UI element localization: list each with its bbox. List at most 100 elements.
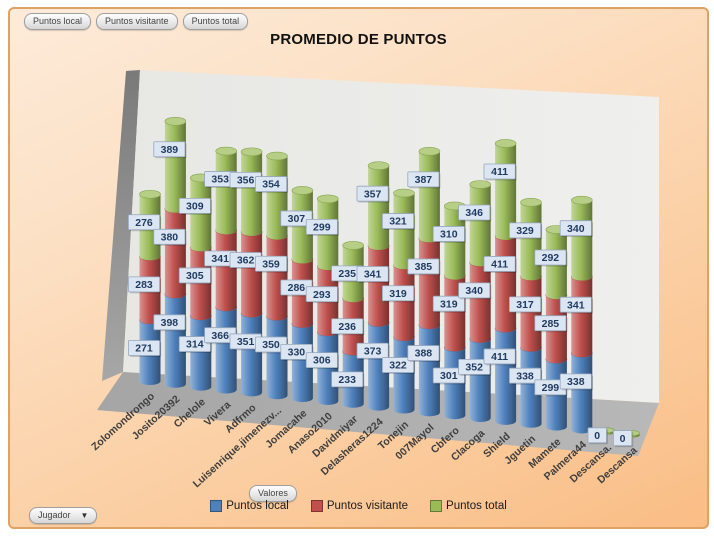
cylinder-segment-puntos-total[interactable]: [216, 151, 237, 234]
cylinder-cap: [267, 152, 288, 160]
svg-text:385: 385: [415, 261, 433, 273]
legend-label: Puntos total: [446, 500, 507, 512]
svg-text:305: 305: [186, 270, 204, 282]
legend-item-puntos-total[interactable]: Puntos total: [430, 500, 507, 512]
svg-text:322: 322: [389, 360, 407, 372]
cylinder-cap: [241, 148, 262, 156]
cylinder-segment-puntos-visitante[interactable]: [419, 238, 440, 329]
svg-text:388: 388: [415, 348, 433, 360]
svg-text:411: 411: [491, 259, 508, 271]
svg-text:353: 353: [211, 174, 229, 186]
data-label: 321: [382, 214, 415, 231]
cylinder-segment-puntos-visitante[interactable]: [165, 209, 186, 298]
svg-text:235: 235: [338, 268, 356, 280]
svg-text:276: 276: [135, 217, 153, 229]
data-label: 411: [484, 349, 517, 366]
svg-text:352: 352: [465, 361, 483, 373]
cylinder-segment-puntos-visitante[interactable]: [267, 236, 288, 321]
svg-text:341: 341: [567, 299, 585, 311]
data-label: 317: [509, 297, 542, 314]
svg-text:309: 309: [186, 201, 204, 213]
cylinder-cap: [495, 139, 516, 147]
svg-text:359: 359: [262, 258, 280, 270]
svg-text:354: 354: [262, 179, 280, 191]
cylinder-cap: [394, 189, 415, 197]
data-label: 306: [306, 353, 339, 370]
svg-text:351: 351: [237, 336, 255, 348]
cylinder-segment-puntos-total[interactable]: [241, 152, 262, 236]
svg-text:292: 292: [542, 252, 560, 264]
svg-text:306: 306: [313, 355, 331, 367]
svg-text:329: 329: [516, 225, 534, 237]
cylinder-segment-puntos-total[interactable]: [368, 166, 389, 250]
cylinder-segment-puntos-visitante[interactable]: [216, 230, 237, 311]
svg-text:299: 299: [542, 382, 560, 394]
data-label: 283: [128, 277, 161, 294]
legend-item-puntos-visitante[interactable]: Puntos visitante: [311, 500, 408, 512]
cylinder-segment-puntos-visitante[interactable]: [521, 276, 542, 351]
svg-text:341: 341: [211, 253, 229, 265]
cylinder-segment-puntos-visitante[interactable]: [571, 277, 592, 358]
svg-text:0: 0: [620, 433, 626, 445]
jugador-field-dropdown[interactable]: Jugador ▼: [29, 507, 97, 524]
cylinder-segment-puntos-visitante[interactable]: [241, 232, 262, 317]
cylinder-cap: [317, 195, 338, 203]
cylinder-segment-puntos-local[interactable]: [241, 313, 262, 396]
cylinder-segment-puntos-local[interactable]: [571, 353, 592, 433]
cylinder-cap: [343, 241, 364, 249]
cylinder-segment-puntos-total[interactable]: [571, 200, 592, 280]
cylinder-segment-puntos-visitante[interactable]: [470, 262, 491, 343]
chart-sheet-panel: Puntos local Puntos visitante Puntos tot…: [8, 7, 709, 529]
data-label: 398: [154, 315, 187, 332]
svg-text:283: 283: [135, 279, 153, 291]
svg-text:357: 357: [364, 188, 382, 200]
data-label: 354: [255, 177, 288, 194]
cylinder-cap: [419, 147, 440, 155]
data-label: 293: [306, 287, 339, 304]
svg-text:236: 236: [338, 321, 356, 333]
cylinder-cap: [165, 117, 186, 125]
data-label: 341: [357, 267, 390, 284]
data-label: 276: [128, 215, 161, 232]
chart-plot-area[interactable]: 2712832763983803893143053093663413533513…: [10, 9, 714, 543]
svg-text:0: 0: [594, 430, 600, 442]
cylinder-segment-puntos-total[interactable]: [470, 185, 491, 267]
cylinder-segment-puntos-total[interactable]: [394, 193, 415, 269]
data-label: 319: [382, 286, 415, 303]
svg-text:307: 307: [288, 213, 306, 225]
data-label: 329: [509, 223, 542, 240]
data-label: 411: [484, 256, 517, 273]
data-label: 411: [484, 164, 517, 181]
data-label: 271: [128, 341, 161, 358]
data-label: 292: [535, 250, 568, 267]
svg-text:362: 362: [237, 255, 255, 267]
svg-text:341: 341: [364, 269, 382, 281]
data-label: 357: [357, 186, 390, 203]
cylinder-segment-puntos-total[interactable]: [521, 202, 542, 280]
data-label: 305: [179, 268, 212, 285]
data-label: 359: [255, 256, 288, 273]
jugador-field-label: Jugador: [38, 510, 71, 520]
data-label: 233: [332, 372, 365, 389]
data-label: 299: [306, 219, 339, 236]
svg-text:319: 319: [440, 298, 458, 310]
svg-text:356: 356: [237, 174, 255, 186]
cylinder-cap: [470, 181, 491, 189]
svg-text:411: 411: [491, 166, 508, 178]
svg-text:380: 380: [161, 231, 179, 243]
cylinder-segment-puntos-local[interactable]: [190, 316, 211, 391]
chart-legend: Puntos local Puntos visitante Puntos tot…: [10, 500, 707, 512]
svg-text:317: 317: [516, 299, 534, 311]
svg-text:314: 314: [186, 339, 204, 351]
cylinder-cap: [521, 198, 542, 206]
legend-item-puntos-local[interactable]: Puntos local: [210, 500, 289, 512]
data-label: 309: [179, 198, 212, 215]
cylinder-cap: [368, 162, 389, 170]
data-label: 340: [560, 221, 593, 238]
svg-text:319: 319: [389, 288, 407, 300]
svg-text:411: 411: [491, 351, 508, 363]
cylinder-segment-puntos-visitante[interactable]: [394, 265, 415, 341]
svg-text:321: 321: [389, 216, 407, 228]
cylinder-segment-puntos-visitante[interactable]: [495, 236, 516, 332]
data-label: 285: [535, 316, 568, 333]
